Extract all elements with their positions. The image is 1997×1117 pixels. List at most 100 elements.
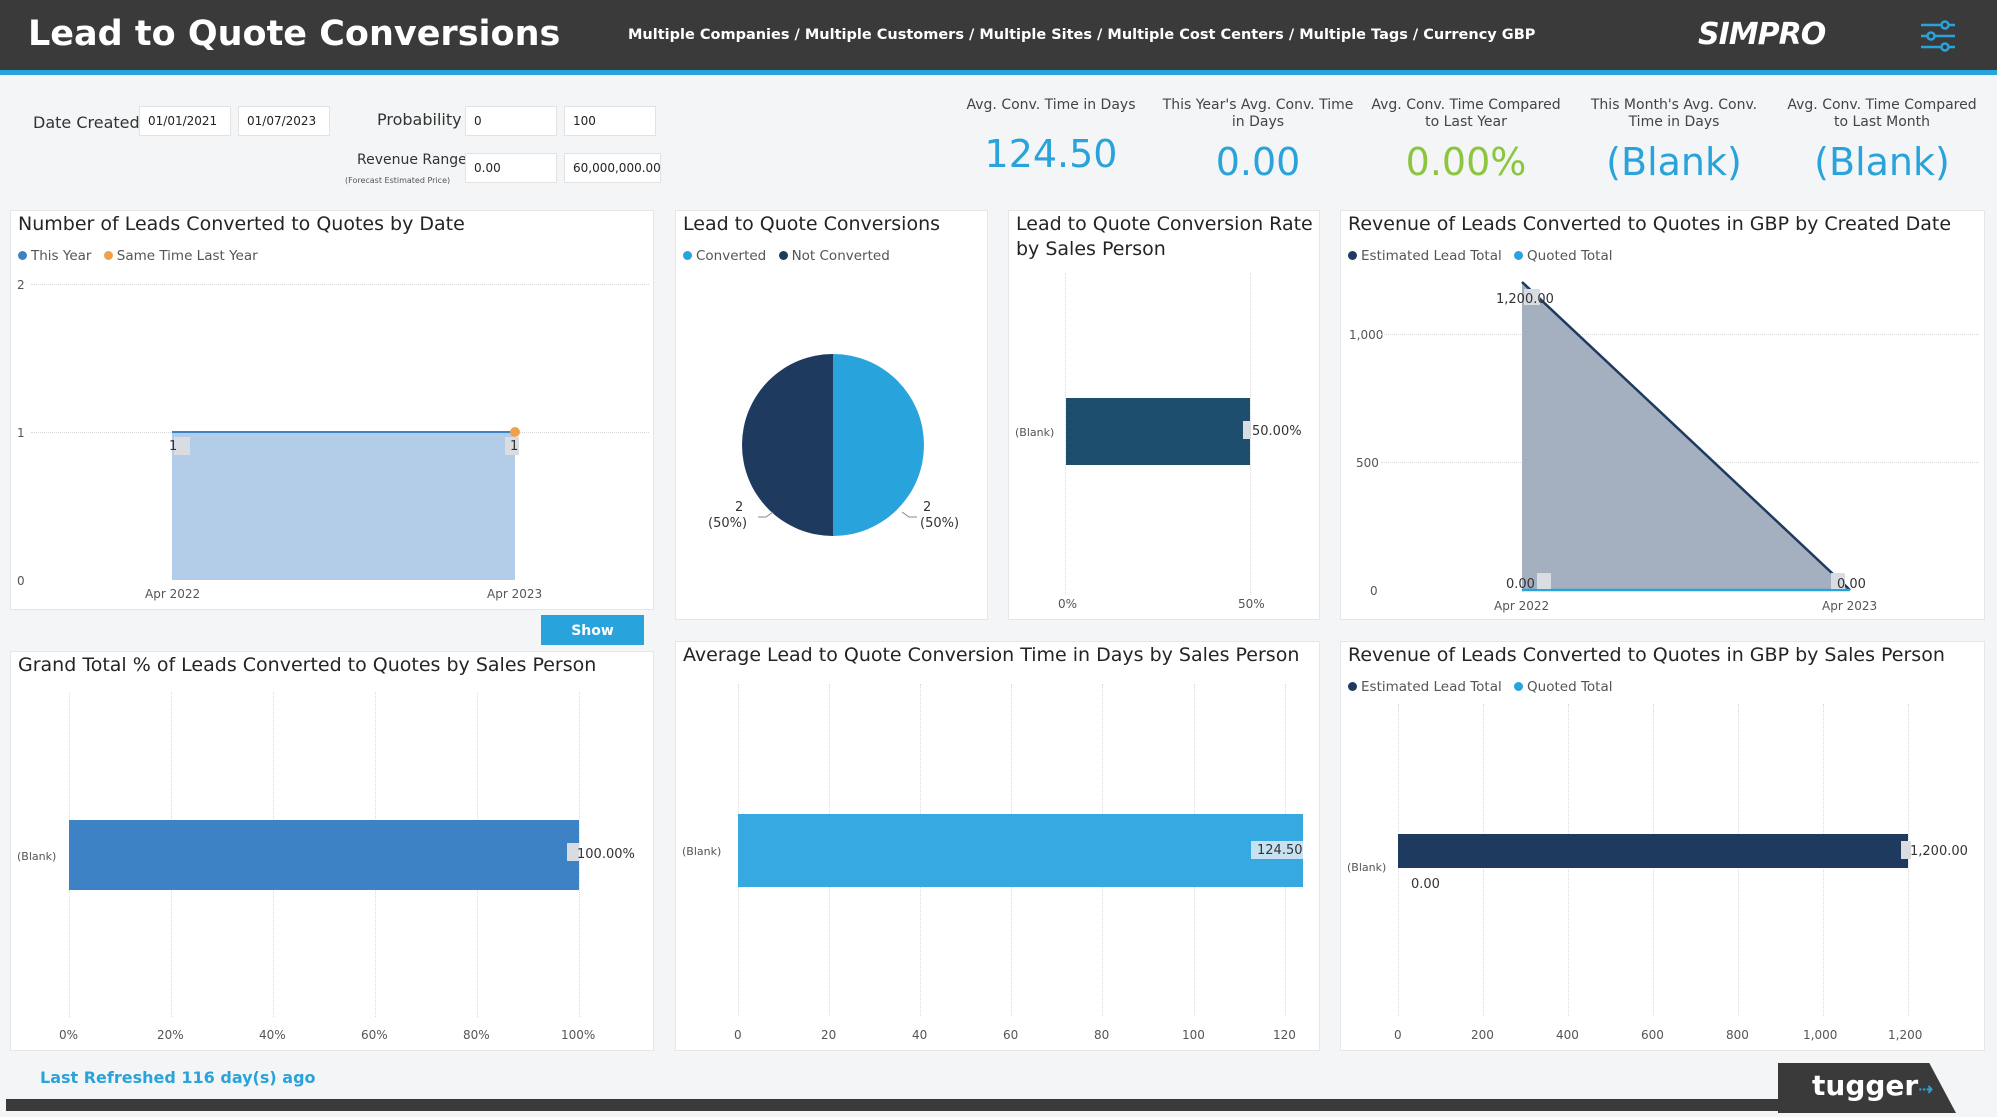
kpi-label: Avg. Conv. Time Compared to Last Year — [1371, 97, 1561, 130]
legend-item: This Year — [18, 248, 91, 264]
legend-dot-icon — [1514, 251, 1524, 260]
data-label: 50.00% — [1252, 424, 1302, 439]
show-count-button[interactable]: Show Count — [541, 615, 644, 669]
x-tick-label: 80% — [463, 1028, 490, 1042]
x-tick-label: 20% — [157, 1028, 184, 1042]
kpi-label: Avg. Conv. Time in Days — [966, 97, 1136, 113]
y-category-label: (Blank) — [1347, 861, 1387, 874]
x-tick-label: 100% — [561, 1028, 596, 1042]
bar-avg-conv-time — [738, 814, 1303, 887]
line-this-year — [172, 431, 515, 433]
legend-item: Estimated Lead Total — [1348, 679, 1502, 695]
x-tick-label: 100 — [1182, 1028, 1205, 1042]
area-this-year — [172, 432, 515, 580]
x-tick-label: 800 — [1726, 1028, 1749, 1042]
kpi-label: This Year's Avg. Conv. Time in Days — [1162, 97, 1354, 130]
x-tick-label: 1,200 — [1888, 1028, 1923, 1042]
footer-bar — [6, 1099, 1946, 1111]
legend-item: Estimated Lead Total — [1348, 248, 1502, 264]
tugger-badge — [1778, 1063, 1956, 1113]
x-tick-label: 40% — [259, 1028, 286, 1042]
chart-card-revenue-by-person[interactable]: Revenue of Leads Converted to Quotes in … — [1340, 641, 1985, 1051]
chart-card-avg-conv-time[interactable]: Average Lead to Quote Conversion Time in… — [675, 641, 1320, 1051]
chart-title: by Sales Person — [1016, 238, 1166, 260]
kpi-label: Avg. Conv. Time Compared to Last Month — [1787, 97, 1977, 130]
chart-card-conversions-pie[interactable]: Lead to Quote Conversions Converted Not … — [675, 210, 988, 620]
date-to-input[interactable]: 01/07/2023 — [238, 106, 330, 136]
line-estimated-lead-total — [1521, 281, 1851, 591]
x-tick-label: 0 — [734, 1028, 742, 1042]
revenue-max-input[interactable]: 60,000,000.00 — [564, 153, 661, 183]
kpi-value: 0.00 — [1215, 140, 1301, 184]
tugger-logo: tugger⇢ — [1812, 1069, 1934, 1102]
x-tick-label: 1,000 — [1803, 1028, 1838, 1042]
x-tick-label: Apr 2022 — [145, 587, 201, 601]
chart-legend: Estimated Lead Total Quoted Total — [1348, 248, 1620, 264]
legend-dot-icon — [683, 251, 692, 260]
chart-legend: Estimated Lead Total Quoted Total — [1348, 679, 1620, 695]
data-label: 1,200.00 — [1496, 292, 1554, 307]
bar-conversion-rate — [1066, 398, 1250, 465]
legend-dot-icon — [18, 251, 27, 260]
chart-title: Lead to Quote Conversions — [683, 213, 941, 235]
chart-title: Number of Leads Converted to Quotes by D… — [18, 213, 465, 235]
legend-dot-icon — [103, 251, 113, 260]
kpi-value: (Blank) — [1814, 140, 1950, 184]
x-tick-label: Apr 2022 — [1494, 599, 1550, 613]
chart-legend: Converted Not Converted — [683, 248, 898, 264]
pie-label-pct: (50%) — [708, 516, 748, 531]
page-title: Lead to Quote Conversions — [28, 14, 561, 54]
probability-label: Probability — [377, 110, 462, 129]
data-label: 0.00 — [1506, 577, 1535, 592]
revenue-min-input[interactable]: 0.00 — [465, 153, 557, 183]
y-tick-label: 1,000 — [1349, 328, 1384, 342]
y-tick-label: 1 — [17, 426, 25, 440]
y-tick-label: 500 — [1356, 456, 1379, 470]
revenue-range-label: Revenue Range — [357, 152, 467, 168]
pie-slice-not-converted — [742, 354, 833, 536]
simpro-logo: SIMPRO — [1698, 17, 1826, 52]
arrow-right-icon: ⇢ — [1918, 1079, 1934, 1100]
data-label: 0.00 — [1411, 877, 1440, 892]
bar-grand-total-pct — [69, 820, 579, 890]
legend-item: Same Time Last Year — [103, 248, 258, 264]
x-tick-label: 60% — [361, 1028, 388, 1042]
legend-dot-icon — [1348, 682, 1357, 691]
pie-slice-converted — [833, 354, 924, 536]
x-tick-label: 60 — [1003, 1028, 1019, 1042]
pie-label-value: 2 — [923, 500, 932, 515]
header-bar: Lead to Quote Conversions Multiple Compa… — [0, 0, 1997, 75]
chart-card-revenue-by-date[interactable]: Revenue of Leads Converted to Quotes in … — [1340, 210, 1985, 620]
legend-item: Converted — [683, 248, 766, 264]
y-category-label: (Blank) — [682, 845, 722, 858]
last-refreshed-text: Last Refreshed 116 day(s) ago — [40, 1068, 316, 1087]
y-tick-label: 2 — [17, 278, 25, 292]
legend-dot-icon — [1514, 682, 1524, 691]
chart-title: Lead to Quote Conversion Rate — [1016, 213, 1313, 235]
y-category-label: (Blank) — [1015, 426, 1055, 439]
y-tick-label: 0 — [1370, 584, 1378, 598]
x-tick-label: Apr 2023 — [487, 587, 543, 601]
date-from-input[interactable]: 01/01/2021 — [139, 106, 231, 136]
revenue-range-sublabel: (Forecast Estimated Price) — [345, 176, 451, 185]
pie-label-value: 2 — [735, 500, 744, 515]
filter-breadcrumb: Multiple Companies / Multiple Customers … — [628, 27, 1536, 43]
legend-item: Quoted Total — [1514, 679, 1612, 695]
area-chart-revenue — [1521, 281, 1851, 592]
probability-max-input[interactable]: 100 — [564, 106, 656, 136]
point-same-time-last-year — [510, 427, 520, 437]
filter-menu-icon[interactable] — [1920, 20, 1956, 52]
pie-chart — [742, 354, 924, 536]
x-tick-label: 50% — [1238, 597, 1265, 611]
data-label: 1,200.00 — [1910, 844, 1968, 859]
probability-min-input[interactable]: 0 — [465, 106, 557, 136]
chart-card-conversion-rate[interactable]: Lead to Quote Conversion Rate by Sales P… — [1008, 210, 1320, 620]
x-tick-label: 120 — [1273, 1028, 1296, 1042]
legend-item: Quoted Total — [1514, 248, 1612, 264]
legend-item: Not Converted — [778, 248, 890, 264]
chart-card-grand-total-pct[interactable]: Grand Total % of Leads Converted to Quot… — [10, 651, 654, 1051]
legend-dot-icon — [1348, 251, 1357, 260]
chart-title: Average Lead to Quote Conversion Time in… — [683, 644, 1300, 666]
x-tick-label: 80 — [1094, 1028, 1110, 1042]
chart-card-leads-by-date[interactable]: Number of Leads Converted to Quotes by D… — [10, 210, 654, 610]
